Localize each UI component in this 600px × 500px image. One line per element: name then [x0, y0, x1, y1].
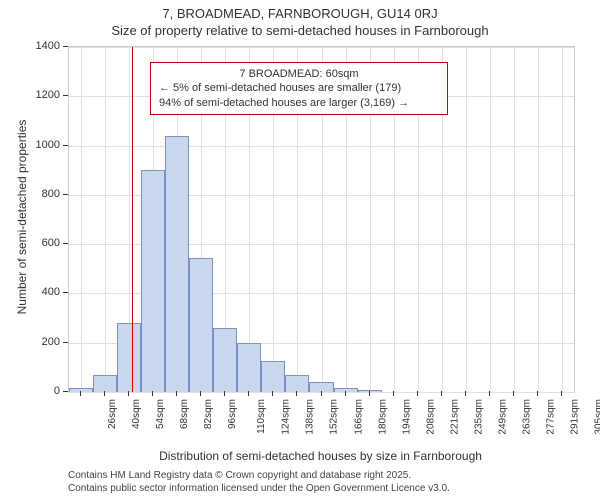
xtick-label: 82sqm [203, 399, 214, 429]
grid-line [105, 47, 106, 392]
reference-line [132, 47, 133, 392]
xtick-mark [345, 391, 346, 396]
xtick-label: 138sqm [305, 399, 316, 435]
grid-line [514, 47, 515, 392]
ytick-mark [63, 292, 68, 293]
ytick-label: 1000 [28, 139, 60, 151]
xtick-mark [489, 391, 490, 396]
histogram-bar [141, 170, 165, 392]
xtick-label: 166sqm [353, 399, 364, 435]
xtick-mark [104, 391, 105, 396]
histogram-bar [285, 375, 309, 392]
xtick-label: 152sqm [329, 399, 340, 435]
xtick-label: 305sqm [594, 399, 600, 435]
histogram-bar [165, 136, 189, 392]
xtick-label: 68sqm [179, 399, 190, 429]
title-line-1: 7, BROADMEAD, FARNBOROUGH, GU14 0RJ [0, 0, 600, 21]
ytick-label: 600 [28, 237, 60, 249]
xtick-mark [561, 391, 562, 396]
ytick-label: 200 [28, 336, 60, 348]
annotation-box: 7 BROADMEAD: 60sqm ← 5% of semi-detached… [150, 62, 448, 115]
ytick-label: 1200 [28, 89, 60, 101]
x-axis-label: Distribution of semi-detached houses by … [68, 449, 573, 463]
ytick-mark [63, 342, 68, 343]
xtick-label: 194sqm [401, 399, 412, 435]
xtick-mark [465, 391, 466, 396]
xtick-mark [321, 391, 322, 396]
annotation-line-1: 7 BROADMEAD: 60sqm [159, 67, 439, 81]
grid-line [466, 47, 467, 392]
ytick-label: 0 [28, 385, 60, 397]
histogram-bar [69, 388, 93, 392]
xtick-mark [128, 391, 129, 396]
xtick-label: 40sqm [131, 399, 142, 429]
xtick-mark [200, 391, 201, 396]
annotation-line-2: ← 5% of semi-detached houses are smaller… [159, 81, 439, 95]
grid-line [81, 47, 82, 392]
xtick-mark [176, 391, 177, 396]
xtick-mark [369, 391, 370, 396]
ytick-label: 800 [28, 188, 60, 200]
xtick-label: 180sqm [377, 399, 388, 435]
histogram-bar [237, 343, 261, 392]
ytick-mark [63, 194, 68, 195]
xtick-mark [417, 391, 418, 396]
footer-line-1: Contains HM Land Registry data © Crown c… [68, 470, 411, 481]
histogram-bar [189, 258, 213, 392]
annotation-line-3: 94% of semi-detached houses are larger (… [159, 96, 439, 110]
xtick-label: 110sqm [256, 399, 267, 434]
xtick-mark [224, 391, 225, 396]
xtick-mark [80, 391, 81, 396]
grid-line [538, 47, 539, 392]
xtick-label: 124sqm [281, 399, 292, 435]
xtick-label: 291sqm [570, 399, 581, 435]
xtick-label: 54sqm [155, 399, 166, 429]
ytick-mark [63, 95, 68, 96]
grid-line [490, 47, 491, 392]
histogram-bar [261, 361, 285, 392]
xtick-label: 249sqm [497, 399, 508, 435]
xtick-label: 235sqm [473, 399, 484, 435]
xtick-mark [248, 391, 249, 396]
xtick-mark [272, 391, 273, 396]
histogram-bar [213, 328, 237, 392]
ytick-mark [63, 391, 68, 392]
xtick-label: 96sqm [227, 399, 238, 429]
xtick-mark [537, 391, 538, 396]
xtick-label: 263sqm [521, 399, 532, 435]
xtick-label: 26sqm [107, 399, 118, 429]
grid-line [562, 47, 563, 392]
xtick-label: 277sqm [545, 399, 556, 435]
xtick-mark [393, 391, 394, 396]
xtick-mark [441, 391, 442, 396]
title-line-2: Size of property relative to semi-detach… [0, 21, 600, 38]
xtick-mark [296, 391, 297, 396]
xtick-label: 221sqm [449, 399, 460, 435]
grid-line [69, 392, 574, 393]
histogram-bar [117, 323, 141, 392]
xtick-mark [152, 391, 153, 396]
xtick-mark [513, 391, 514, 396]
ytick-mark [63, 46, 68, 47]
ytick-mark [63, 243, 68, 244]
y-axis-label: Number of semi-detached properties [15, 107, 29, 327]
ytick-mark [63, 145, 68, 146]
histogram-bar [93, 375, 117, 392]
ytick-label: 1400 [28, 40, 60, 52]
footer-line-2: Contains public sector information licen… [68, 483, 450, 494]
xtick-label: 208sqm [425, 399, 436, 435]
ytick-label: 400 [28, 286, 60, 298]
